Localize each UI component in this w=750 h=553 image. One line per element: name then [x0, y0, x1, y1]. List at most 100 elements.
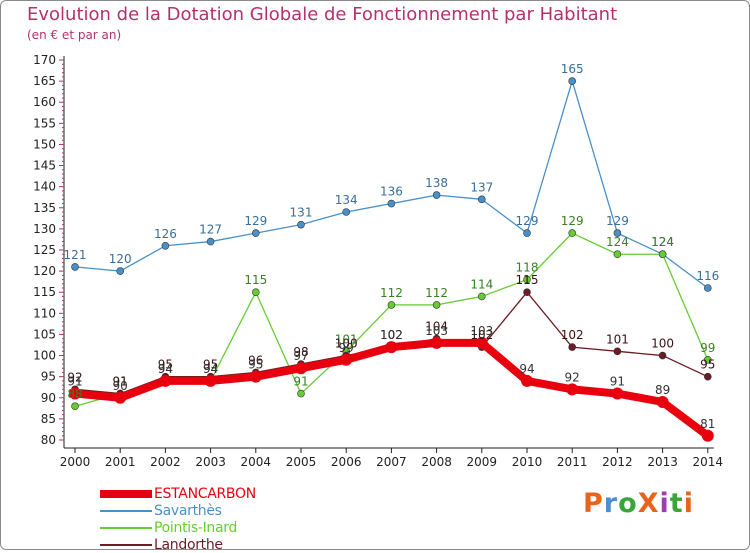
x-tick-label: 2007: [376, 455, 407, 469]
data-point-savarth-s: [568, 77, 577, 85]
data-label-estancarbon: 102: [380, 328, 403, 342]
data-point-pointis-inard: [387, 301, 396, 309]
logo-letter: r: [603, 488, 619, 519]
data-label-pointis-inard: 118: [516, 261, 539, 275]
data-label-estancarbon: 99: [339, 341, 354, 355]
data-point-savarth-s: [116, 267, 124, 275]
y-tick-label: 110: [33, 306, 56, 320]
data-point-savarth-s: [71, 263, 79, 271]
line-chart: 80 85 90 95 100 105 110 115 120 125 130 135 140 145 15…: [33, 53, 723, 469]
y-tick-label: 115: [33, 285, 56, 299]
data-point-savarth-s: [161, 241, 170, 250]
data-point-savarth-s: [252, 229, 260, 237]
data-point-landorthe: [658, 351, 667, 360]
data-point-pointis-inard: [71, 402, 79, 411]
data-label-savarth-s: 129: [244, 214, 267, 228]
legend-item-landorthe: Landorthe: [100, 536, 256, 553]
data-point-landorthe: [568, 343, 577, 351]
data-label-savarth-s: 165: [561, 62, 584, 76]
data-label-savarth-s: 137: [470, 180, 493, 194]
data-label-savarth-s: 120: [109, 252, 132, 266]
data-label-pointis-inard: 94: [203, 362, 218, 376]
x-tick-label: 2000: [60, 455, 91, 469]
data-label-pointis-inard: 99: [700, 341, 715, 355]
y-tick-label: 170: [33, 53, 56, 67]
data-point-pointis-inard: [703, 355, 712, 364]
x-tick-label: 2008: [421, 455, 452, 469]
data-label-savarth-s: 124: [651, 235, 674, 249]
y-tick-label: 105: [33, 327, 56, 341]
data-label-pointis-inard: 124: [606, 235, 629, 249]
data-label-landorthe: 91: [113, 375, 128, 389]
data-label-landorthe: 115: [516, 273, 539, 287]
data-point-savarth-s: [342, 208, 351, 216]
legend-swatch-pointis-inard: [100, 526, 152, 529]
data-label-estancarbon: 92: [565, 370, 580, 384]
data-label-estancarbon: 94: [519, 362, 534, 376]
logo-letter: i: [683, 488, 694, 519]
chart-series-lines: [69, 77, 714, 442]
data-label-landorthe: 95: [203, 358, 218, 372]
data-point-estancarbon: [340, 353, 353, 366]
data-label-estancarbon: 95: [248, 358, 263, 372]
chart-legend: ESTANCARBON Savarthès Pointis-Inard Land…: [100, 485, 256, 553]
data-point-pointis-inard: [297, 389, 305, 398]
proxiti-logo: ProXiti: [583, 488, 694, 519]
data-point-savarth-s: [703, 284, 712, 292]
legend-item-savarthes: Savarthès: [100, 502, 256, 519]
y-tick-label: 95: [41, 370, 56, 384]
data-point-pointis-inard: [252, 288, 260, 297]
data-point-estancarbon: [521, 374, 533, 387]
data-point-savarth-s: [523, 229, 531, 237]
data-label-estancarbon: 91: [610, 375, 625, 389]
data-label-pointis-inard: 91: [293, 375, 308, 389]
data-label-landorthe: 102: [561, 328, 584, 342]
y-tick-label: 90: [41, 391, 56, 405]
legend-label-landorthe: Landorthe: [154, 536, 223, 553]
data-point-landorthe: [523, 288, 531, 297]
x-tick-label: 2002: [150, 455, 181, 469]
data-label-estancarbon: 81: [700, 417, 715, 431]
data-label-pointis-inard: 124: [651, 235, 674, 249]
data-point-savarth-s: [387, 199, 396, 208]
data-point-estancarbon: [656, 396, 669, 408]
legend-label-pointis-inard: Pointis-Inard: [154, 519, 238, 536]
data-label-landorthe: 101: [606, 332, 629, 346]
chart-title: Evolution de la Dotation Globale de Fonc…: [27, 4, 618, 25]
data-label-savarth-s: 127: [199, 223, 222, 237]
data-label-pointis-inard: 114: [470, 277, 493, 291]
y-tick-label: 125: [33, 243, 56, 257]
x-tick-label: 2004: [241, 455, 272, 469]
chart-subtitle: (en € et par an): [27, 28, 122, 42]
data-point-estancarbon: [611, 387, 624, 400]
data-point-estancarbon: [69, 387, 81, 400]
data-label-savarth-s: 121: [64, 248, 87, 262]
data-point-estancarbon: [204, 374, 217, 387]
y-tick-label: 155: [33, 116, 56, 130]
legend-swatch-estancarbon: [100, 489, 152, 498]
data-point-pointis-inard: [568, 229, 577, 237]
data-point-estancarbon: [295, 362, 307, 375]
data-label-pointis-inard: 91: [113, 375, 128, 389]
y-tick-label: 85: [41, 412, 56, 426]
logo-letter: X: [637, 488, 660, 519]
data-label-savarth-s: 138: [425, 176, 448, 190]
data-label-landorthe: 95: [700, 358, 715, 372]
y-tick-label: 160: [33, 95, 56, 109]
x-tick-label: 2014: [693, 455, 724, 469]
data-point-estancarbon: [159, 374, 172, 387]
data-label-estancarbon: 91: [67, 375, 82, 389]
y-tick-label: 165: [33, 74, 56, 88]
chart-axes: 80 85 90 95 100 105 110 115 120 125 130 135 140 145 15…: [33, 53, 723, 469]
data-point-estancarbon: [249, 370, 262, 383]
data-label-savarth-s: 131: [290, 206, 313, 220]
data-point-pointis-inard: [523, 275, 531, 284]
data-label-pointis-inard: 88: [67, 387, 82, 401]
data-label-pointis-inard: 115: [244, 273, 267, 287]
data-point-estancarbon: [475, 336, 488, 349]
data-label-landorthe: 100: [651, 337, 674, 351]
data-label-estancarbon: 90: [113, 379, 128, 393]
x-tick-label: 2013: [647, 455, 678, 469]
data-label-pointis-inard: 112: [425, 286, 448, 300]
